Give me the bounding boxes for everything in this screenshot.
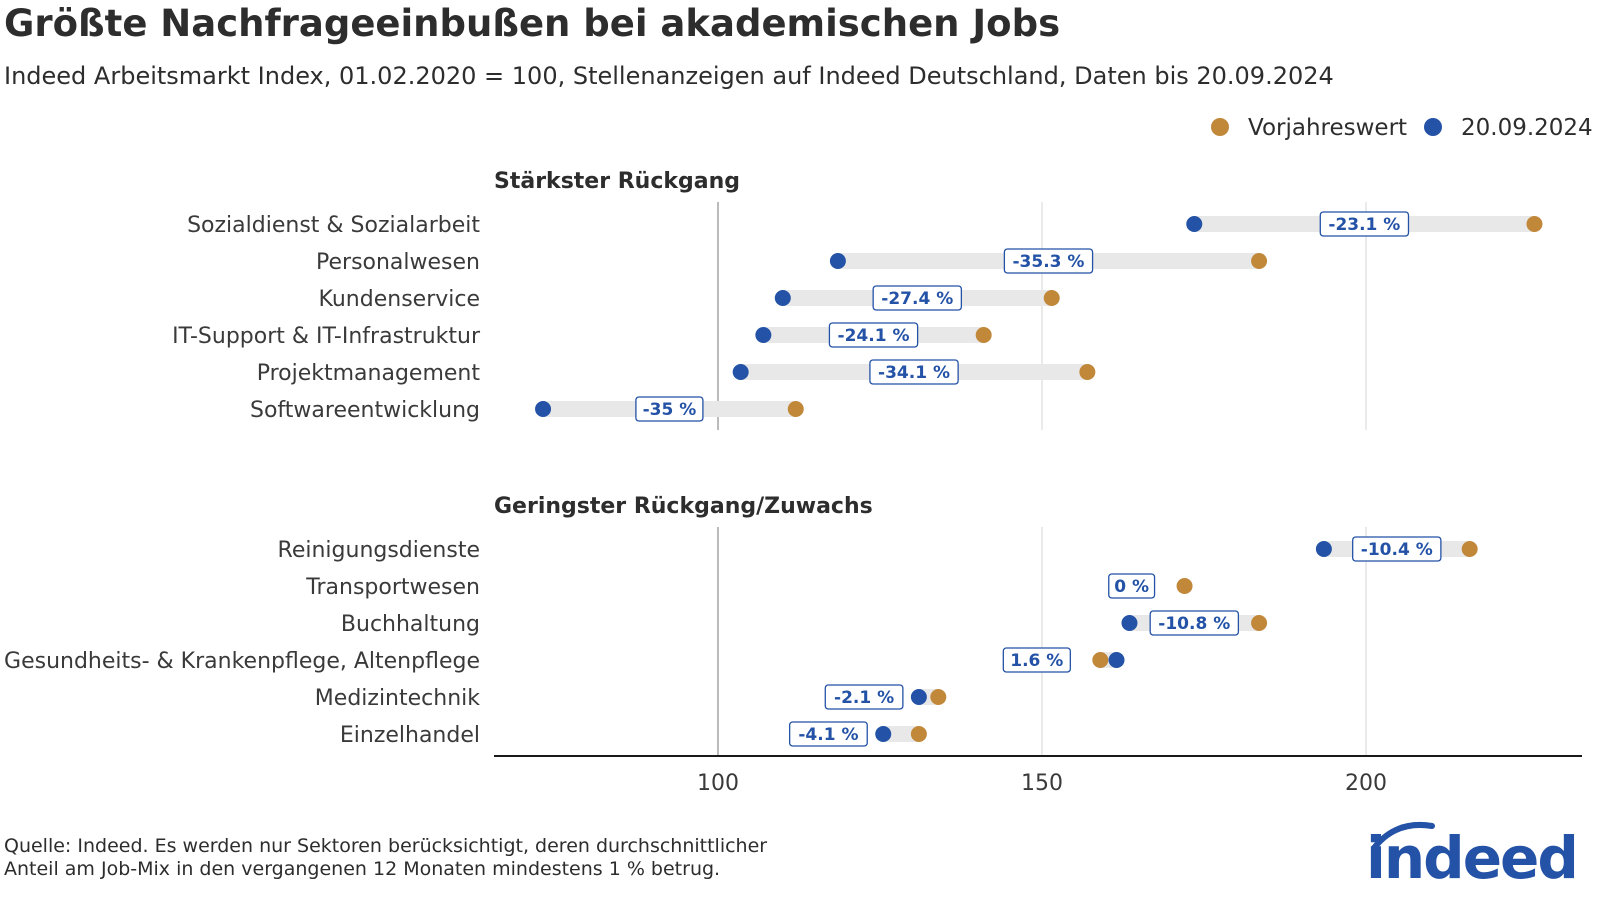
value-label-1-2: -35.3 % <box>1013 252 1085 272</box>
legend-marker-prev <box>1211 118 1229 136</box>
indeed-logo-text: indeed <box>1366 824 1577 888</box>
value-label-box-2-2 <box>1108 573 1156 599</box>
value-label-box-1-1 <box>1319 211 1410 237</box>
category-label-1-2: Personalwesen <box>316 250 480 275</box>
point-prev-1-1 <box>1526 216 1543 232</box>
chart-subtitle: Indeed Arbeitsmarkt Index, 01.02.2020 = … <box>4 62 1334 90</box>
point-prev-2-2 <box>1176 578 1193 594</box>
value-label-box-2-1 <box>1352 536 1442 562</box>
value-label-box-2-6 <box>788 721 868 747</box>
value-label-1-1: -23.1 % <box>1328 215 1400 235</box>
point-current-2-5 <box>910 689 927 705</box>
point-prev-2-3 <box>1251 615 1268 631</box>
category-label-2-4: Gesundheits- & Krankenpflege, Altenpfleg… <box>4 649 480 674</box>
value-label-2-1: -10.4 % <box>1361 540 1433 560</box>
point-prev-1-2 <box>1251 253 1268 269</box>
value-label-box-1-6 <box>635 396 704 422</box>
category-label-2-2: Transportwesen <box>305 575 480 600</box>
value-label-2-2: 0 % <box>1114 577 1149 597</box>
value-label-1-5: -34.1 % <box>878 363 950 383</box>
point-prev-2-6 <box>910 726 927 742</box>
category-label-2-5: Medizintechnik <box>315 686 480 711</box>
source-line-2: Anteil am Job-Mix in den vergangenen 12 … <box>4 858 721 880</box>
category-label-1-6: Softwareentwicklung <box>250 398 480 423</box>
value-label-1-6: -35 % <box>643 400 697 420</box>
value-label-2-5: -2.1 % <box>834 688 894 708</box>
point-prev-1-6 <box>787 401 804 417</box>
category-label-2-1: Reinigungsdienste <box>278 538 480 563</box>
point-current-2-4 <box>1108 652 1125 668</box>
point-current-1-2 <box>829 253 846 269</box>
category-label-2-3: Buchhaltung <box>341 612 480 637</box>
point-current-1-4 <box>755 327 772 343</box>
point-prev-1-4 <box>975 327 992 343</box>
point-prev-1-5 <box>1079 364 1096 380</box>
point-prev-1-3 <box>1043 290 1060 306</box>
x-tick-label-100: 100 <box>697 771 739 796</box>
category-label-1-4: IT-Support & IT-Infrastruktur <box>172 324 481 349</box>
point-current-1-3 <box>774 290 791 306</box>
value-label-1-3: -27.4 % <box>881 289 953 309</box>
value-label-box-2-3 <box>1149 610 1240 636</box>
point-current-1-5 <box>732 364 749 380</box>
value-label-box-1-2 <box>1003 248 1094 274</box>
point-prev-2-5 <box>930 689 947 705</box>
legend-label-prev: Vorjahreswert <box>1248 115 1407 141</box>
indeed-logo: indeed <box>1366 822 1579 888</box>
panel-title-1: Stärkster Rückgang <box>494 169 740 194</box>
chart-title: Größte Nachfrageeinbußen bei akademische… <box>4 2 1061 45</box>
category-label-1-3: Kundenservice <box>319 287 480 312</box>
value-label-1-4: -24.1 % <box>838 326 910 346</box>
point-current-1-1 <box>1186 216 1203 232</box>
value-label-box-2-5 <box>824 684 904 710</box>
value-label-box-2-4 <box>1002 647 1071 673</box>
category-label-2-6: Einzelhandel <box>340 723 480 748</box>
point-current-1-6 <box>535 401 552 417</box>
point-current-2-1 <box>1315 541 1332 557</box>
source-line-1: Quelle: Indeed. Es werden nur Sektoren b… <box>4 835 768 857</box>
indeed-logo-arc <box>1371 822 1435 851</box>
value-label-2-6: -4.1 % <box>798 725 858 745</box>
legend-label-current: 20.09.2024 <box>1461 115 1593 141</box>
category-label-1-5: Projektmanagement <box>257 361 481 386</box>
x-tick-label-200: 200 <box>1345 771 1387 796</box>
value-label-box-1-3 <box>872 285 963 311</box>
range-bar-2-6 <box>883 726 919 742</box>
legend-marker-current <box>1424 118 1442 136</box>
x-tick-label-150: 150 <box>1021 771 1063 796</box>
category-label-1-1: Sozialdienst & Sozialarbeit <box>187 213 480 238</box>
point-prev-2-4 <box>1092 652 1109 668</box>
point-prev-2-1 <box>1461 541 1478 557</box>
point-current-2-3 <box>1121 615 1138 631</box>
source-note: Quelle: Indeed. Es werden nur Sektoren b… <box>4 835 904 881</box>
panel-title-2: Geringster Rückgang/Zuwachs <box>494 494 873 519</box>
value-label-box-1-4 <box>828 322 919 348</box>
value-label-2-4: 1.6 % <box>1010 651 1063 671</box>
value-label-2-3: -10.8 % <box>1158 614 1230 634</box>
point-current-2-6 <box>875 726 892 742</box>
value-label-box-1-5 <box>869 359 959 385</box>
